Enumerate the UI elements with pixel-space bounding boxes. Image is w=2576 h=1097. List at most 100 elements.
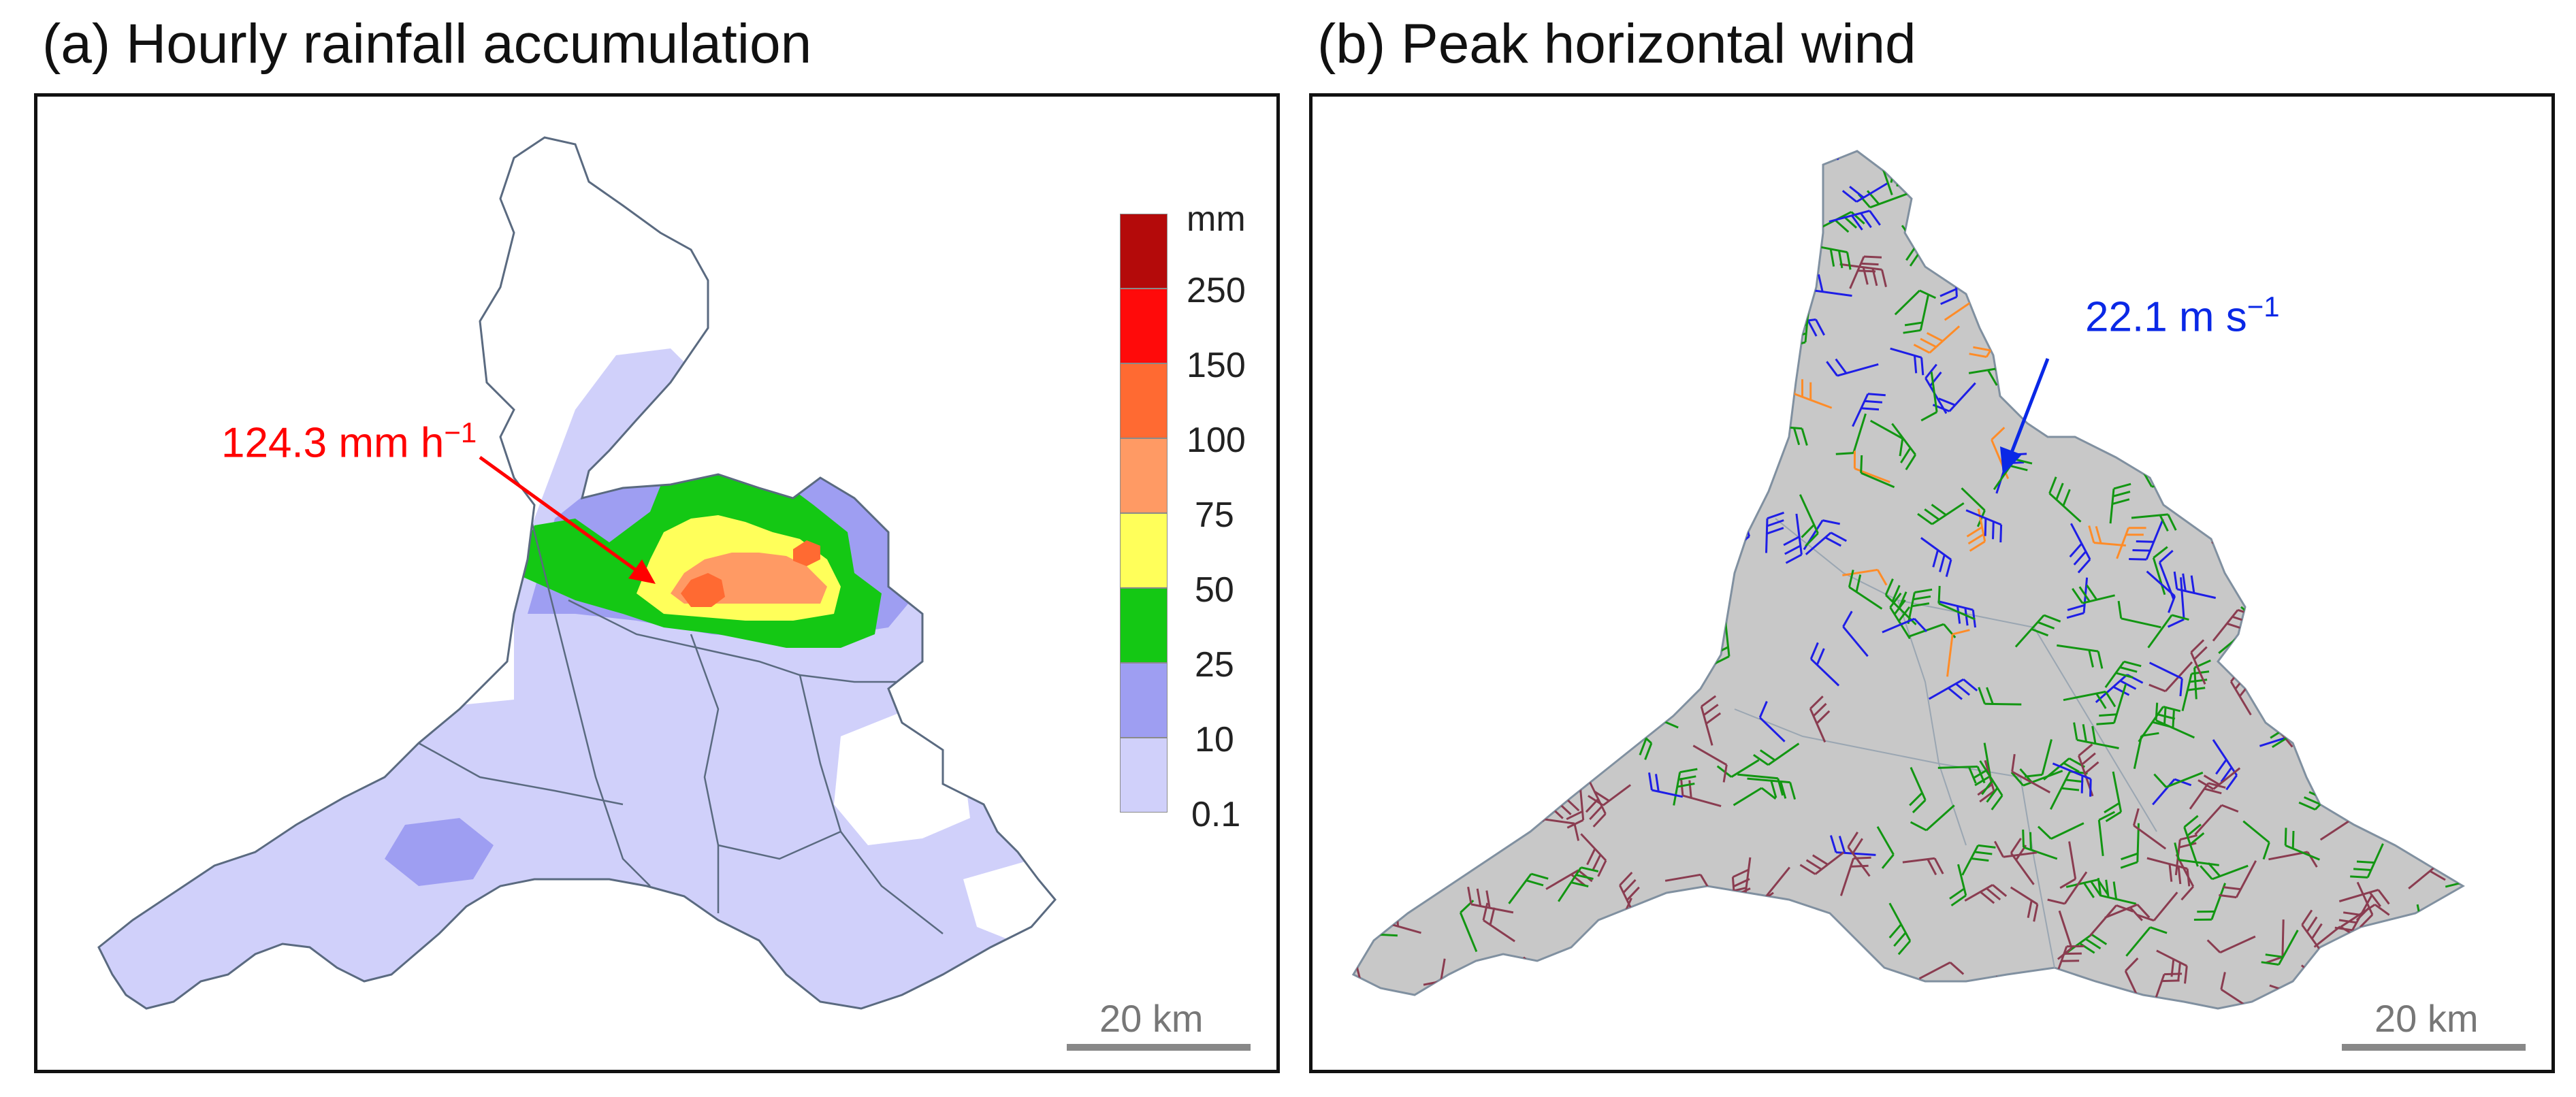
wind-barb — [1611, 563, 1653, 592]
wind-barb — [1909, 766, 1927, 814]
wind-barb — [2331, 585, 2351, 633]
wind-barb — [1698, 410, 1743, 429]
wind-barb — [2446, 759, 2463, 772]
scale-bar-label: 20 km — [1099, 997, 1204, 1040]
wind-barb — [1580, 833, 1607, 877]
wind-barb — [1937, 585, 1976, 621]
wind-barb — [1571, 151, 1598, 172]
wind-barb — [2116, 527, 2146, 559]
wind-barb — [1551, 609, 1571, 657]
wind-barb — [2355, 881, 2374, 928]
wind-max-exponent: −1 — [2247, 291, 2280, 323]
wind-barb — [1937, 766, 1986, 784]
wind-barb — [1675, 321, 1723, 353]
wind-barb — [1758, 701, 1786, 742]
wind-barb — [1964, 883, 2008, 904]
wind-barb — [1583, 357, 1620, 402]
wind-barb — [1406, 787, 1448, 806]
wind-barb — [1610, 940, 1629, 989]
wind-barb — [1819, 1013, 1855, 1038]
wind-barb — [2285, 265, 2330, 299]
wind-barb — [2127, 219, 2147, 261]
wind-barb — [1494, 457, 1521, 505]
wind-barb — [1604, 299, 1635, 346]
wind-barb — [2190, 639, 2208, 685]
wind-barb — [1530, 333, 1551, 380]
wind-barb — [1849, 255, 1882, 289]
wind-barb — [1718, 396, 1738, 440]
wind-barb — [2059, 841, 2077, 889]
wind-barb — [2430, 483, 2463, 525]
legend-label-50: 50 — [1195, 570, 1234, 610]
wind-barb — [1397, 525, 1441, 544]
wind-barb — [1660, 424, 1695, 461]
wind-barb — [2319, 151, 2341, 175]
wind-barb — [1722, 468, 1762, 493]
wind-barb — [1438, 297, 1473, 333]
wind-barb — [2037, 822, 2084, 840]
wind-barb — [1677, 539, 1697, 580]
wind-barb — [1847, 831, 1871, 877]
wind-barb — [2254, 495, 2277, 533]
wind-barb — [1405, 168, 1449, 203]
rainfall-max-value: 124.3 mm h — [221, 419, 445, 467]
wind-barb — [2129, 519, 2164, 561]
wind-barb — [1835, 413, 1867, 455]
wind-barb — [1842, 568, 1888, 586]
wind-barb — [2259, 666, 2285, 708]
district-boundaries — [418, 504, 944, 934]
wind-barb — [1684, 389, 1703, 438]
wind-barb — [2136, 891, 2178, 922]
wind-barb — [1799, 494, 1819, 547]
wind-barb — [2244, 619, 2270, 661]
wind-barb — [1894, 289, 1937, 316]
wind-barb — [1466, 654, 1485, 704]
wind-barb — [2010, 886, 2039, 922]
wind-barb — [1353, 244, 1375, 264]
wind-barb — [1792, 985, 1814, 1009]
wind-barb — [1946, 629, 1970, 677]
wind-barb — [1648, 772, 1684, 798]
wind-barb — [1773, 902, 1792, 945]
wind-barb — [2080, 389, 2117, 425]
wind-barb — [2346, 704, 2383, 735]
wind-barb — [1353, 634, 1370, 640]
wind-barb — [2332, 236, 2375, 253]
rainfall-max-annotation: 124.3 mm h−1 — [221, 416, 477, 468]
wind-barb — [1486, 196, 1527, 221]
wind-barb — [2104, 903, 2151, 921]
wind-barb — [2265, 919, 2285, 964]
wind-barb — [1741, 304, 1784, 332]
panel-a-title: (a) Hourly rainfall accumulation — [42, 13, 812, 75]
wind-barb — [1432, 208, 1458, 246]
wind-barb — [1472, 699, 1516, 722]
wind-barb — [1439, 504, 1480, 544]
wind-barb — [1419, 534, 1462, 556]
wind-barb — [2263, 619, 2306, 657]
wind-barb — [1553, 478, 1586, 509]
wind-barb — [2031, 241, 2060, 278]
wind-barb — [2431, 183, 2463, 224]
wind-barb — [2291, 711, 2331, 743]
wind-barb — [2203, 225, 2252, 244]
wind-barb — [1389, 642, 1423, 684]
wind-barb — [1423, 302, 1454, 349]
wind-barb — [2073, 722, 2119, 749]
wind-barb — [2318, 599, 2360, 620]
wind-scale-bar-label: 20 km — [2374, 997, 2479, 1040]
wind-barb — [1607, 388, 1654, 406]
wind-barb — [2194, 804, 2239, 836]
wind-barb — [2097, 811, 2116, 856]
wind-barb — [2338, 889, 2390, 907]
rainfall-map — [97, 136, 1057, 1010]
wind-barb — [2304, 404, 2349, 425]
wind-barb — [2264, 539, 2303, 563]
wind-barb — [1651, 981, 1686, 1009]
wind-barb — [2016, 398, 2061, 419]
legend-label-150: 150 — [1187, 346, 1246, 385]
wind-barb — [1765, 511, 1784, 553]
wind-barb — [1918, 961, 1965, 980]
wind-barb — [1527, 695, 1576, 723]
wind-max-annotation: 22.1 m s−1 — [2085, 291, 2280, 342]
wind-barb — [1532, 359, 1575, 376]
